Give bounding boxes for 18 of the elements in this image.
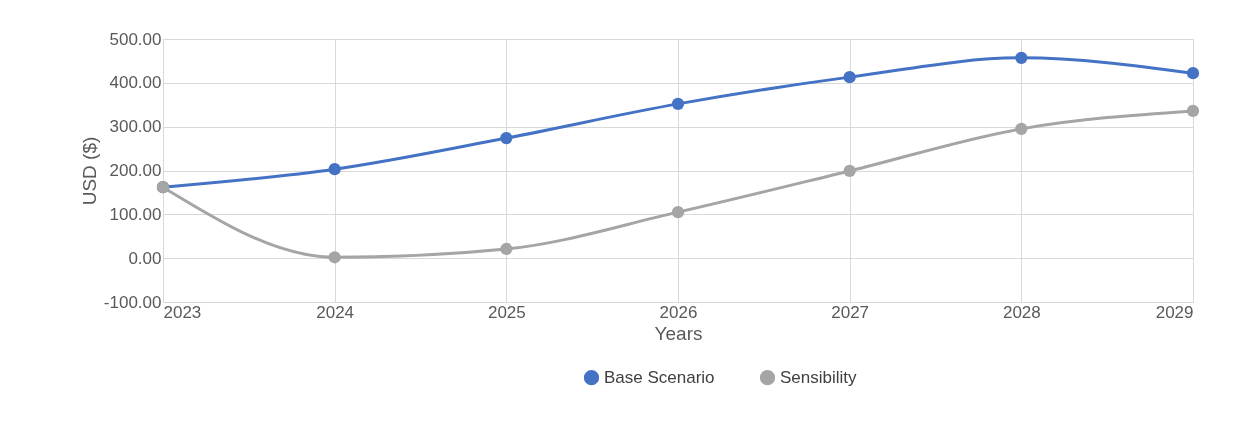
y-tick-label: 400.00	[109, 73, 162, 93]
y-tick-label: 500.00	[109, 29, 162, 49]
legend-label: Base Scenario	[604, 367, 715, 387]
y-tick-label: 0.00	[128, 248, 162, 268]
y-tick-label: 100.00	[109, 204, 162, 224]
x-tick-label: 2024	[316, 302, 355, 322]
legend-label: Sensibility	[780, 367, 858, 387]
x-tick-label: 2023	[163, 302, 202, 322]
x-tick-label: 2025	[487, 302, 526, 322]
y-axis-title: USD ($)	[78, 136, 100, 206]
y-tick-label: -100.00	[103, 292, 162, 312]
x-axis-title: Years	[654, 322, 703, 344]
x-tick-label: 2028	[1002, 302, 1041, 322]
x-tick-label: 2029	[1155, 302, 1194, 322]
x-tick-label: 2027	[831, 302, 870, 322]
y-tick-label: 200.00	[109, 161, 162, 180]
x-tick-label: 2026	[659, 302, 698, 322]
y-tick-label: 300.00	[109, 117, 162, 137]
